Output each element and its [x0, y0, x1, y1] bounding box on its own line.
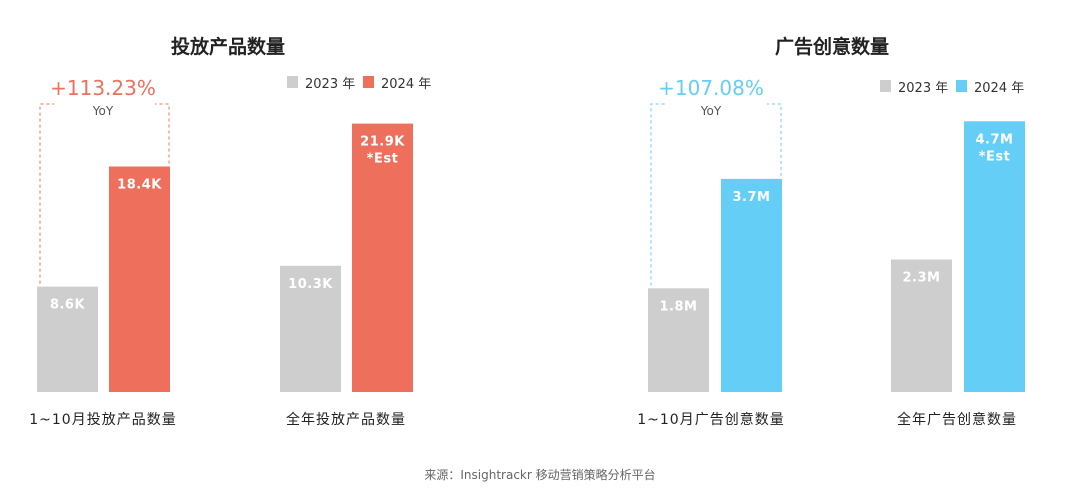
group-label-creatives-full-year: 全年广告创意数量 — [897, 411, 1017, 428]
bar-group-creatives: 1.8M 3.7M 2.3M 4.7M *Est — [648, 121, 1025, 392]
bar-2023 — [37, 286, 98, 392]
bar-value-label: 3.7M — [733, 190, 771, 205]
yoy-bracket-right — [767, 103, 782, 176]
legend-swatch-2023 — [287, 76, 298, 88]
yoy-label-products: YoY — [92, 104, 114, 118]
bar-group-products: 8.6K 18.4K 10.3K 21.9K *Est — [37, 123, 413, 392]
yoy-bracket-left — [650, 103, 665, 286]
bar-2024 — [109, 166, 170, 392]
yoy-bracket-left — [39, 103, 54, 284]
bar-2024 — [721, 178, 782, 392]
yoy-bracket-right — [155, 103, 170, 164]
yoy-label-creatives: YoY — [700, 104, 722, 118]
yoy-value-products: +113.23% — [50, 76, 156, 100]
bar-value-label: 10.3K — [288, 277, 333, 292]
legend-label-2024: 2024 年 — [974, 81, 1024, 96]
bar-value-label: 2.3M — [903, 271, 941, 286]
yoy-value-creatives: +107.08% — [658, 76, 764, 100]
bar-2024 — [352, 123, 413, 392]
bar-value-label: 21.9K — [360, 135, 405, 150]
bar-estimate-note: *Est — [979, 149, 1011, 164]
legend-swatch-2024 — [956, 80, 967, 92]
bar-value-label: 1.8M — [660, 299, 698, 314]
legend-swatch-2023 — [880, 80, 891, 92]
group-label-products-full-year: 全年投放产品数量 — [286, 411, 406, 428]
bar-value-label: 4.7M — [976, 132, 1014, 147]
legend-label-2023: 2023 年 — [305, 77, 355, 92]
legend-swatch-2024 — [363, 76, 374, 88]
chart-title-creatives: 广告创意数量 — [775, 35, 889, 58]
bar-2023 — [891, 259, 952, 392]
source-note: 来源：Insightrackr 移动营销策略分析平台 — [424, 467, 655, 482]
bar-value-label: 18.4K — [117, 178, 162, 193]
bar-2023 — [648, 288, 709, 392]
group-label-products-ytd: 1~10月投放产品数量 — [29, 412, 176, 428]
yoy-bracket-creatives — [650, 103, 782, 286]
legend-label-2024: 2024 年 — [381, 77, 431, 92]
group-label-creatives-ytd: 1~10月广告创意数量 — [637, 411, 784, 428]
chart-title-products: 投放产品数量 — [171, 35, 285, 58]
bar-2024 — [964, 121, 1025, 392]
legend-label-2023: 2023 年 — [898, 81, 948, 96]
bar-2023 — [280, 265, 341, 392]
bar-estimate-note: *Est — [367, 152, 399, 167]
bar-value-label: 8.6K — [50, 298, 86, 313]
yoy-bracket-products — [39, 103, 170, 284]
